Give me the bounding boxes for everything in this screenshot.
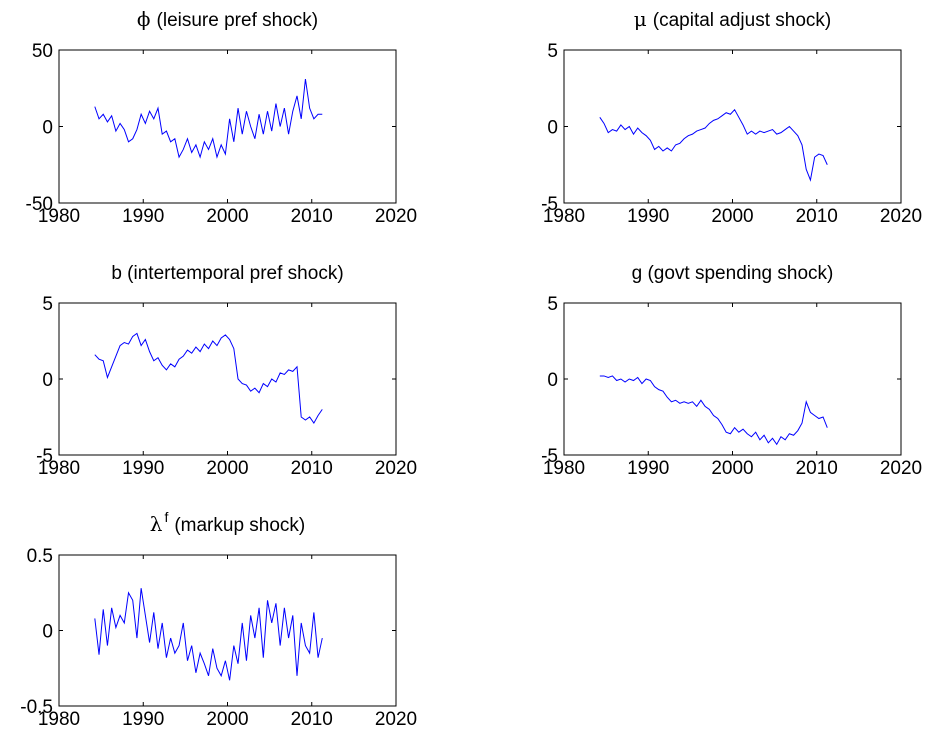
title-text: g (govt spending shock) xyxy=(632,263,834,284)
y-tick-label: -50 xyxy=(26,194,53,215)
x-tick-label: 1980 xyxy=(38,709,80,730)
subplot: μ (capital adjust shock) -5 0 5 1980 1990 2000 2… xyxy=(541,7,922,227)
x-tick-label: 1990 xyxy=(122,709,164,730)
axes-box xyxy=(563,302,902,456)
series-line xyxy=(599,108,828,182)
y-tick-label: 5 xyxy=(547,294,558,315)
x-tick-label: 2020 xyxy=(375,709,417,730)
series-line xyxy=(94,78,323,159)
title-superscript: f xyxy=(164,509,168,525)
y-tick-label: -5 xyxy=(541,446,558,467)
x-tick-label: 1990 xyxy=(627,206,669,227)
y-tick-label: -0.5 xyxy=(20,697,53,718)
x-tick-label: 2010 xyxy=(291,206,333,227)
subplot-title: ϕ (leisure pref shock) xyxy=(137,7,318,31)
title-symbol: λ xyxy=(150,512,163,536)
y-tick-label: 0 xyxy=(42,118,53,139)
x-tick-label: 2020 xyxy=(375,458,417,479)
x-tick-label: 1990 xyxy=(122,458,164,479)
x-tick-label: 1980 xyxy=(543,458,585,479)
subplot-title: g (govt spending shock) xyxy=(632,263,834,284)
title-text: b (intertemporal pref shock) xyxy=(111,263,343,284)
x-tick-label: 1980 xyxy=(38,458,80,479)
x-tick-label: 2000 xyxy=(711,458,753,479)
title-text: (capital adjust shock) xyxy=(653,10,831,31)
x-tick-label: 1980 xyxy=(38,206,80,227)
x-tick-label: 2020 xyxy=(375,206,417,227)
title-text: (leisure pref shock) xyxy=(157,10,319,31)
y-tick-label: 0 xyxy=(42,622,53,643)
y-tick-label: -5 xyxy=(36,446,53,467)
y-tick-label: 0 xyxy=(547,370,558,391)
title-text: (markup shock) xyxy=(174,515,305,536)
x-tick-label: 2010 xyxy=(796,206,838,227)
y-tick-label: 0.5 xyxy=(27,546,53,567)
x-tick-label: 1980 xyxy=(543,206,585,227)
subplot-title: b (intertemporal pref shock) xyxy=(111,263,343,284)
y-tick-label: -5 xyxy=(541,194,558,215)
y-tick-label: 5 xyxy=(42,294,53,315)
subplot: λ f (markup shock) -0.5 0 0.5 1980 1990 2000 2010… xyxy=(20,509,417,730)
y-tick-label: 0 xyxy=(547,118,558,139)
x-tick-label: 2020 xyxy=(880,206,922,227)
subplot-title: μ (capital adjust shock) xyxy=(634,7,831,31)
subplot: ϕ (leisure pref shock) -50 0 50 1980 1990 2000 2… xyxy=(26,7,418,227)
series-line xyxy=(599,375,828,446)
x-tick-label: 2010 xyxy=(291,458,333,479)
subplot-title: λ f (markup shock) xyxy=(150,509,306,536)
x-tick-label: 2000 xyxy=(206,709,248,730)
title-symbol: μ xyxy=(634,7,647,31)
axes-box xyxy=(563,49,902,204)
x-tick-label: 2010 xyxy=(291,709,333,730)
axes-box xyxy=(58,302,397,456)
y-tick-label: 50 xyxy=(32,41,53,62)
x-tick-label: 1990 xyxy=(627,458,669,479)
x-tick-label: 2000 xyxy=(206,206,248,227)
series-line xyxy=(94,332,323,425)
axes-box xyxy=(58,49,397,204)
subplot: b (intertemporal pref shock) -5 0 5 1980 1990… xyxy=(36,263,417,479)
x-tick-label: 2010 xyxy=(796,458,838,479)
y-tick-label: 0 xyxy=(42,370,53,391)
y-tick-label: 5 xyxy=(547,41,558,62)
x-tick-label: 2000 xyxy=(711,206,753,227)
x-tick-label: 1990 xyxy=(122,206,164,227)
x-tick-label: 2000 xyxy=(206,458,248,479)
subplot: g (govt spending shock) -5 0 5 1980 1990 2000 2… xyxy=(541,263,922,479)
series-line xyxy=(94,588,323,681)
x-tick-label: 2020 xyxy=(880,458,922,479)
axes-box xyxy=(58,554,397,707)
title-symbol: ϕ xyxy=(137,7,151,31)
